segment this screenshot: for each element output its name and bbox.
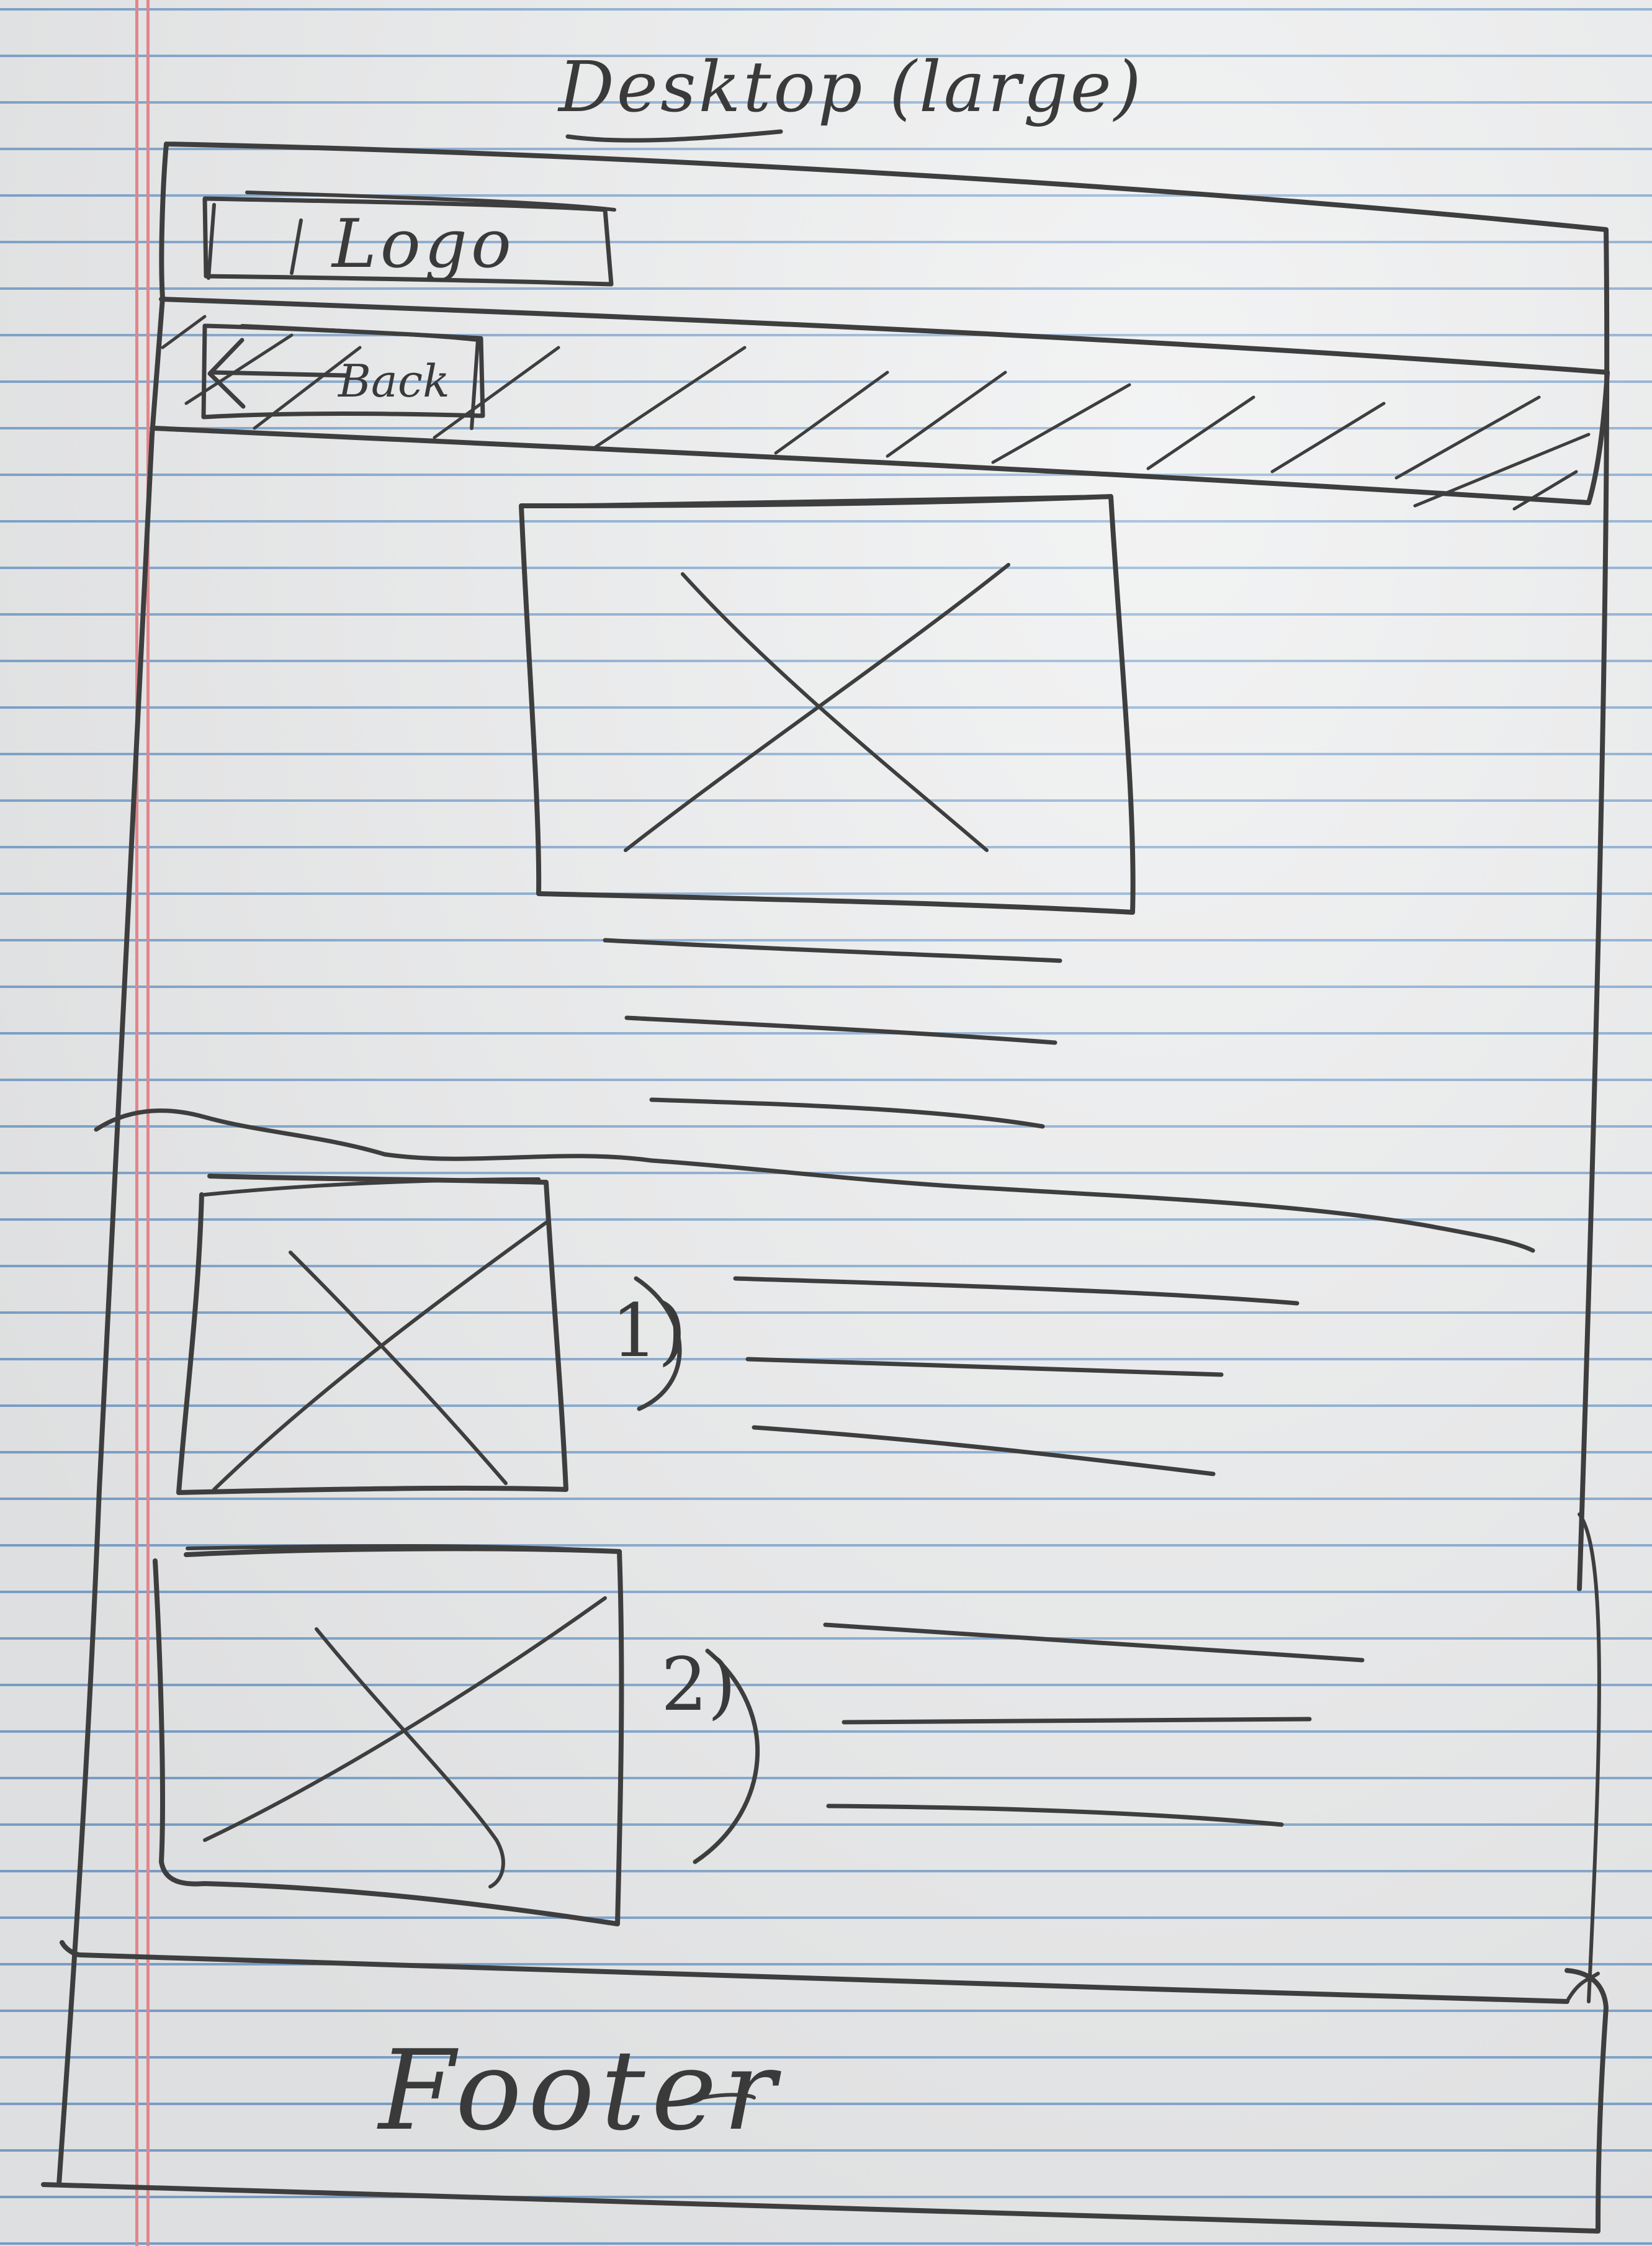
footer-box (41, 1968, 1609, 2234)
page-title: Desktop (large) (559, 47, 1144, 128)
logo-box (202, 191, 616, 287)
list-item-2-text-lines (823, 1622, 1365, 1827)
item-2-paren (693, 1648, 760, 1864)
margin-line-right (146, 0, 150, 2246)
back-button-label: Back (338, 355, 450, 407)
header-divider (159, 297, 1610, 375)
logo-label: Logo (332, 205, 515, 283)
page-frame (56, 141, 1610, 2187)
section-divider (94, 1108, 1535, 1253)
item-1-paren (634, 1276, 682, 1411)
right-edge-scribble (1565, 1512, 1601, 2003)
list-item-1-image-placeholder (176, 1174, 568, 1495)
footer-label: Footer (379, 2026, 783, 2155)
hero-text-lines (603, 938, 1062, 1129)
title-underline (565, 129, 783, 143)
list-item-2-number: 2) (661, 1642, 737, 1727)
margin-line-left (135, 0, 138, 2246)
list-item-2-image-placeholder (153, 1544, 624, 1926)
hero-image-placeholder (519, 494, 1136, 915)
list-item-1-text-lines (733, 1276, 1300, 1476)
nav-bar (151, 315, 1610, 511)
footer-flourish (681, 2093, 756, 2105)
back-arrow-icon (207, 338, 350, 409)
list-item-1-number: 1) (611, 1288, 687, 1373)
footer-divider (60, 1940, 1569, 2004)
